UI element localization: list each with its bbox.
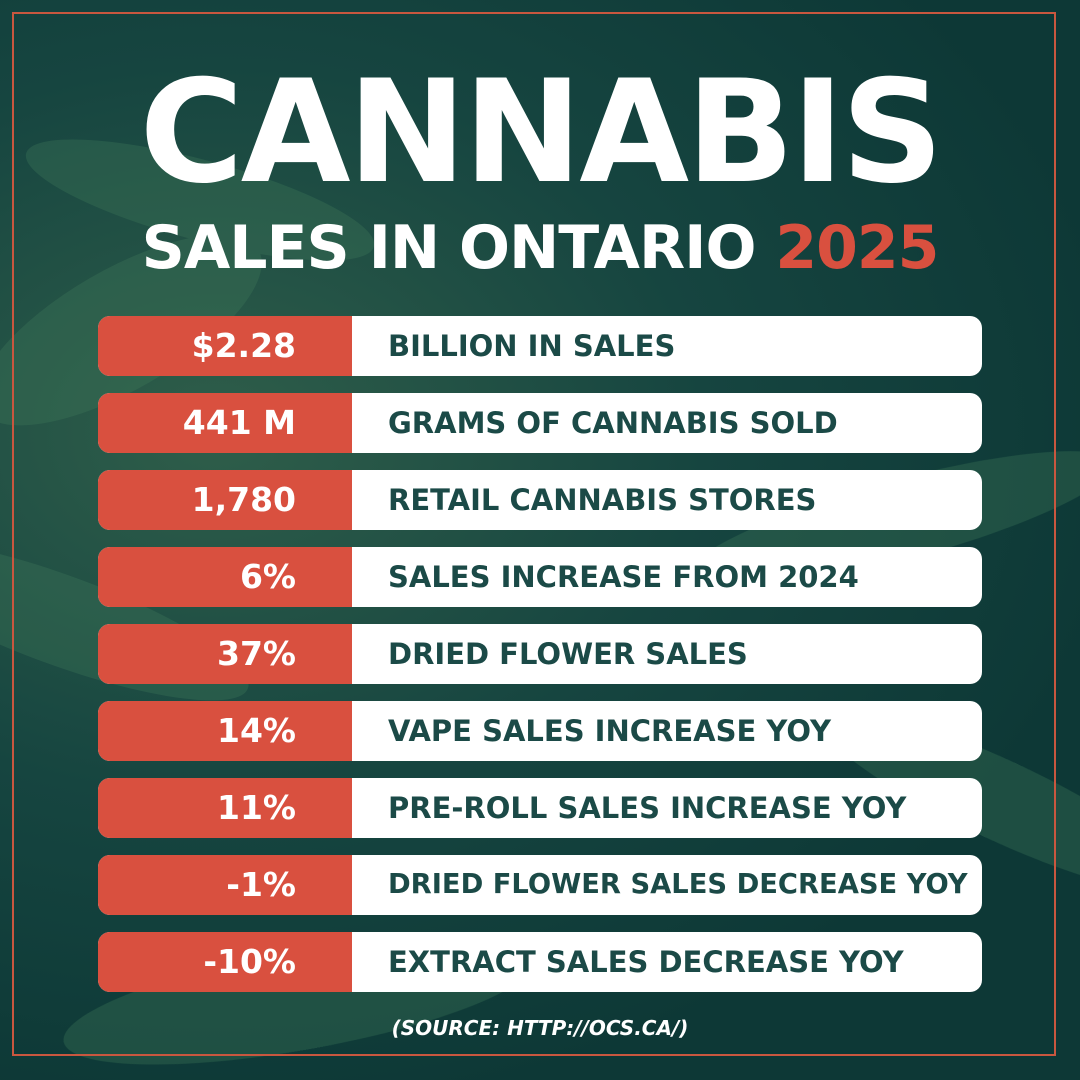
stat-value: 37% (98, 624, 352, 684)
stat-label: EXTRACT SALES DECREASE YOY (388, 945, 904, 979)
source: (SOURCE: HTTP://OCS.CA/) (391, 1016, 689, 1040)
stat-value: 14% (98, 701, 352, 761)
stat-value: $2.28 (98, 316, 352, 376)
stat-label: BILLION IN SALES (388, 329, 676, 363)
stat-value: 11% (98, 778, 352, 838)
stat-row: 6% SALES INCREASE FROM 2024 (98, 547, 982, 607)
stat-row: 441 M GRAMS OF CANNABIS SOLD (98, 393, 982, 453)
stat-label: GRAMS OF CANNABIS SOLD (388, 406, 838, 440)
title: CANNABIS (139, 50, 943, 215)
stat-row: 11% PRE-ROLL SALES INCREASE YOY (98, 778, 982, 838)
stat-value: -10% (98, 932, 352, 992)
stat-label: DRIED FLOWER SALES DECREASE YOY (388, 869, 968, 900)
subtitle-text: SALES IN ONTARIO (141, 213, 757, 283)
stat-label: SALES INCREASE FROM 2024 (388, 560, 859, 594)
stat-value: 1,780 (98, 470, 352, 530)
stat-label: PRE-ROLL SALES INCREASE YOY (388, 791, 907, 825)
stat-value: -1% (98, 855, 352, 915)
stat-label: DRIED FLOWER SALES (388, 637, 748, 671)
stat-row: -1% DRIED FLOWER SALES DECREASE YOY (98, 855, 982, 915)
stat-row: 1,780 RETAIL CANNABIS STORES (98, 470, 982, 530)
stat-value: 441 M (98, 393, 352, 453)
stat-row: -10% EXTRACT SALES DECREASE YOY (98, 932, 982, 992)
subtitle: SALES IN ONTARIO 2025 (0, 218, 1080, 278)
stat-value: 6% (98, 547, 352, 607)
year: 2025 (775, 213, 939, 283)
stat-row: 14% VAPE SALES INCREASE YOY (98, 701, 982, 761)
stat-row: $2.28 BILLION IN SALES (98, 316, 982, 376)
stat-label: VAPE SALES INCREASE YOY (388, 714, 831, 748)
border-frame (12, 12, 1056, 1056)
stat-label: RETAIL CANNABIS STORES (388, 483, 817, 517)
stat-row: 37% DRIED FLOWER SALES (98, 624, 982, 684)
